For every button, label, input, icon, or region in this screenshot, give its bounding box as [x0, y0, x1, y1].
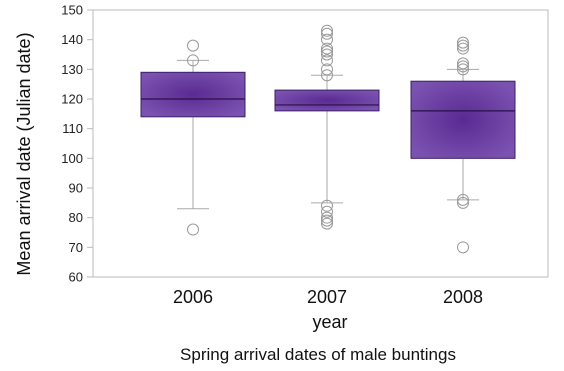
- outlier-point: [321, 33, 333, 46]
- y-tick-label: 150: [61, 3, 83, 18]
- y-axis-title: Mean arrival date (Julian date): [14, 32, 34, 275]
- outlier-point: [321, 69, 333, 82]
- outlier-point: [321, 42, 333, 55]
- outlier-point: [457, 196, 469, 209]
- outlier-point: [457, 241, 469, 254]
- y-tick-label: 120: [61, 92, 83, 107]
- outlier-point: [457, 39, 469, 52]
- x-axis-title: year: [312, 312, 347, 332]
- outlier-point: [321, 211, 333, 224]
- outlier-point: [457, 193, 469, 206]
- outlier-point: [187, 223, 199, 236]
- plot-area: 60 70 80 90 100 110 120 130 140 150 2006 2007 2008: [61, 3, 549, 307]
- outlier-point: [457, 57, 469, 70]
- y-tick-label: 70: [69, 240, 83, 255]
- box-2008: [410, 80, 516, 159]
- outlier-point: [321, 27, 333, 40]
- outlier-point: [457, 60, 469, 73]
- outlier-point: [321, 199, 333, 212]
- outlier-point: [457, 42, 469, 55]
- outlier-point: [187, 54, 199, 67]
- y-tick-label: 100: [61, 151, 83, 166]
- outlier-point: [457, 63, 469, 76]
- outlier-point: [321, 214, 333, 227]
- outlier-point: [321, 24, 333, 37]
- x-tick-label-2007: 2007: [307, 287, 347, 307]
- x-tick-label-2006: 2006: [173, 287, 213, 307]
- y-tick-label: 60: [69, 270, 83, 285]
- outlier-point: [321, 63, 333, 76]
- box-2007: [274, 89, 380, 112]
- outlier-point: [187, 39, 199, 52]
- y-tick-label: 130: [61, 62, 83, 77]
- chart-caption: Spring arrival dates of male buntings: [180, 345, 456, 364]
- x-tick-label-2008: 2008: [443, 287, 483, 307]
- y-tick-label: 140: [61, 32, 83, 47]
- outlier-point: [457, 36, 469, 49]
- y-tick-label: 90: [69, 181, 83, 196]
- y-tick-label: 110: [62, 121, 83, 136]
- y-tick-label: 80: [69, 210, 83, 225]
- outlier-point: [321, 48, 333, 61]
- outlier-point: [321, 54, 333, 67]
- box-2006: [140, 71, 246, 118]
- outlier-point: [321, 217, 333, 230]
- outlier-point: [321, 205, 333, 218]
- outlier-point: [321, 45, 333, 58]
- plot-frame: [92, 9, 549, 278]
